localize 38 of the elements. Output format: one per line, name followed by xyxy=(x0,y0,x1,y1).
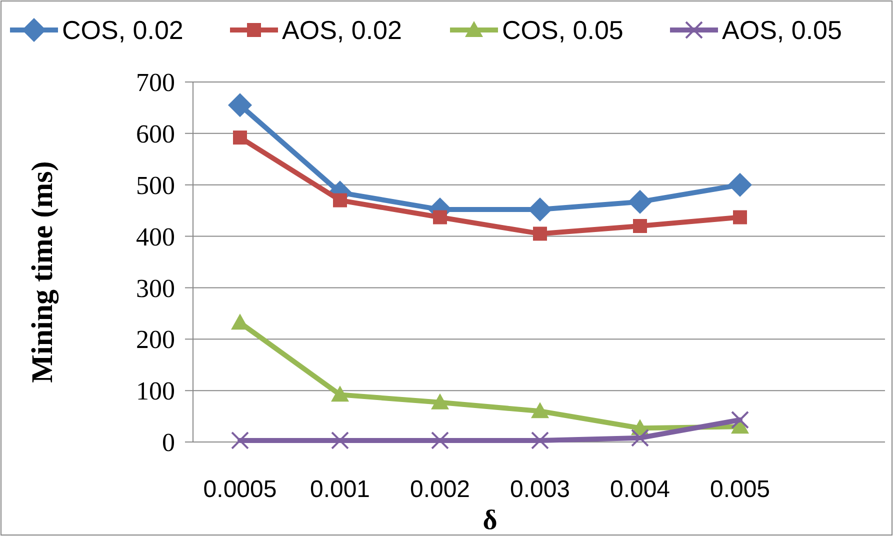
y-tick-label: 300 xyxy=(136,274,175,303)
point xyxy=(728,172,752,197)
point xyxy=(431,431,449,450)
point xyxy=(331,386,349,402)
point xyxy=(231,431,249,450)
point xyxy=(628,190,652,214)
point xyxy=(233,130,247,145)
legend-label: AOS, 0.02 xyxy=(282,15,402,46)
point xyxy=(333,193,347,208)
x-tick-label: 0.001 xyxy=(310,476,370,503)
point xyxy=(731,410,749,429)
legend-label: AOS, 0.05 xyxy=(722,15,842,46)
point xyxy=(733,210,747,224)
y-tick-label: 100 xyxy=(136,376,175,406)
point xyxy=(633,219,647,233)
point xyxy=(533,226,547,241)
y-tick-label: 0 xyxy=(162,428,175,458)
point xyxy=(433,210,447,224)
y-tick-label: 400 xyxy=(136,222,175,252)
x-tick-label: 0.002 xyxy=(410,476,470,503)
point xyxy=(331,431,349,450)
legend-label: COS, 0.05 xyxy=(502,15,624,46)
y-tick-label: 500 xyxy=(136,170,175,200)
point xyxy=(631,428,649,447)
y-tick-label: 600 xyxy=(136,120,175,149)
point xyxy=(431,393,449,410)
legend-label: COS, 0.02 xyxy=(62,15,184,46)
x-tick-label: 0.0005 xyxy=(203,476,277,503)
y-tick-label: 200 xyxy=(136,325,175,354)
x-tick-label: 0.003 xyxy=(510,476,570,503)
x-axis-title: δ xyxy=(482,505,498,536)
point xyxy=(228,93,252,118)
y-axis-title: Mining time (ms) xyxy=(26,161,59,383)
point xyxy=(531,402,549,418)
x-tick-label: 0.005 xyxy=(710,476,770,503)
point xyxy=(531,431,549,450)
x-tick-label: 0.004 xyxy=(610,476,670,503)
y-tick-label: 700 xyxy=(136,68,175,98)
